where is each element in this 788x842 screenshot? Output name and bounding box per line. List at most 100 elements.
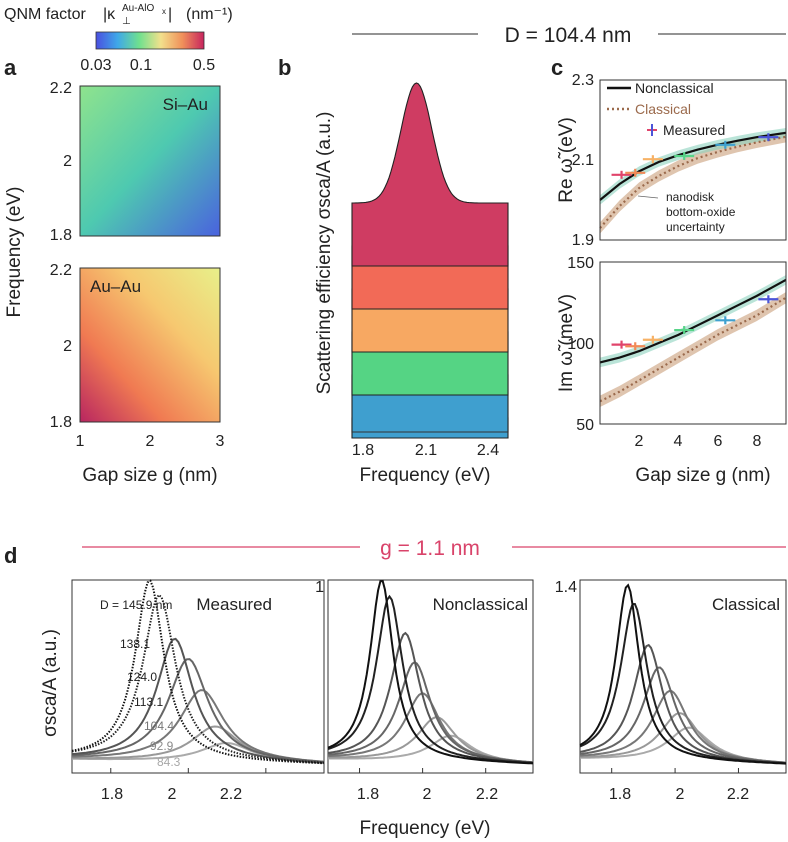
header-d-label: D = 104.4 nm bbox=[505, 24, 632, 47]
heatmap-au-au-label: Au–Au bbox=[90, 277, 141, 296]
xtick-d: 2.2 bbox=[727, 786, 749, 803]
colorbar-units: (nm⁻¹) bbox=[186, 6, 233, 23]
d-label: 84.3 bbox=[157, 755, 181, 769]
xtick-b: 2.1 bbox=[415, 442, 437, 459]
subplot-title-nonclassical: Nonclassical bbox=[433, 595, 528, 614]
xtick-a: 3 bbox=[216, 433, 225, 450]
subplot-title-measured: Measured bbox=[196, 595, 272, 614]
nonclassical-curve bbox=[599, 131, 787, 201]
ytick-c-bottom: 100 bbox=[567, 336, 594, 353]
ymax-label: 1.4 bbox=[555, 579, 577, 596]
heatmap-au-au-frame bbox=[79, 267, 221, 423]
panel-b-ylabel: Scattering efficiency σsca/A (a.u.) bbox=[314, 112, 335, 395]
colorbar-tick: 0.1 bbox=[130, 57, 152, 74]
ytick-c-bottom: 150 bbox=[567, 255, 594, 272]
spectrum-gap-label: 1.1 nm bbox=[460, 185, 500, 200]
subplot-frame bbox=[71, 579, 325, 774]
panel-a-xlabel: Gap size g (nm) bbox=[82, 465, 217, 486]
panel-c-xlabel: Gap size g (nm) bbox=[635, 465, 770, 486]
spectrum-curve bbox=[580, 726, 787, 764]
heatmap-si-au bbox=[80, 86, 220, 236]
colorbar-title: QNM factor bbox=[4, 6, 86, 23]
classical-curve bbox=[599, 135, 787, 229]
xtick-c: 2 bbox=[635, 433, 644, 450]
xtick-d: 2.2 bbox=[476, 786, 498, 803]
d-label: 124.0 bbox=[127, 670, 157, 684]
d-label: 113.1 bbox=[134, 695, 163, 709]
panel-a-ylabel: Frequency (eV) bbox=[4, 187, 25, 318]
panel-c: c Nonclassical Classical Measured nanodi… bbox=[551, 55, 787, 486]
panel-d-letter: d bbox=[4, 543, 17, 568]
heatmap-au-au bbox=[80, 268, 220, 422]
xtick-d: 2.2 bbox=[220, 786, 242, 803]
ytick-a-bottom: 1.8 bbox=[50, 414, 72, 431]
subplot-frame bbox=[579, 579, 787, 774]
ytick-a-top: 1.8 bbox=[50, 227, 72, 244]
xtick-d: 1.8 bbox=[609, 786, 631, 803]
annotation-line: nanodisk bbox=[666, 190, 715, 204]
heatmap-si-au-frame bbox=[79, 85, 221, 237]
xtick-b: 1.8 bbox=[352, 442, 374, 459]
spectrum-curve bbox=[579, 643, 787, 764]
legend-measured: Measured bbox=[663, 122, 725, 138]
xtick-c: 4 bbox=[674, 433, 683, 450]
panel-a: a QNM factor |κ Au-AlO x ⊥ | (nm⁻¹) 0.03… bbox=[4, 3, 233, 486]
colorbar-x-sub: x bbox=[162, 7, 166, 16]
ytick-a-bottom: 2.2 bbox=[50, 262, 72, 279]
ytick-a-bottom: 2 bbox=[63, 338, 72, 355]
colorbar-tick: 0.03 bbox=[80, 57, 111, 74]
d-label: 92.9 bbox=[150, 739, 174, 753]
xtick-b: 2.4 bbox=[477, 442, 499, 459]
d-label: 138.1 bbox=[120, 637, 150, 651]
spectrum-curve bbox=[327, 579, 534, 765]
g-label: g = 1.1 nm bbox=[380, 537, 480, 560]
d-label: 104.4 bbox=[144, 719, 174, 733]
ytick-a-top: 2 bbox=[63, 153, 72, 170]
xtick-c: 6 bbox=[714, 433, 723, 450]
legend-nonclassical: Nonclassical bbox=[635, 80, 714, 96]
panel-a-letter: a bbox=[4, 55, 17, 80]
heatmap-si-au-label: Si–Au bbox=[163, 95, 208, 114]
ytick-c-top: 1.9 bbox=[572, 232, 594, 249]
ytick-a-top: 2.2 bbox=[50, 80, 72, 97]
spectrum-curve bbox=[71, 658, 325, 763]
xtick-d: 2 bbox=[676, 786, 685, 803]
spectrum-curve bbox=[579, 583, 787, 765]
legend-classical: Classical bbox=[635, 101, 691, 117]
classical-curve bbox=[599, 296, 787, 403]
annotation-line: bottom-oxide bbox=[666, 205, 736, 219]
d-label: D = 145.9 nm bbox=[100, 598, 172, 612]
panel-c-ylabel-top: Re ω̃ (eV) bbox=[556, 117, 577, 203]
xtick-a: 1 bbox=[76, 433, 85, 450]
colorbar-close-bar: | bbox=[168, 6, 172, 23]
panel-b-xlabel: Frequency (eV) bbox=[360, 465, 491, 486]
colorbar bbox=[95, 31, 205, 50]
xtick-c: 8 bbox=[753, 433, 762, 450]
xtick-d: 2 bbox=[168, 786, 177, 803]
panel-b: b Scattering efficiency σsca/A (a.u.) g … bbox=[278, 55, 509, 486]
panel-c-ylabel-bottom: Im ω̃ (meV) bbox=[556, 294, 577, 392]
colorbar-kappa-sub: ⊥ bbox=[122, 16, 131, 27]
colorbar-open-bar: |κ bbox=[103, 6, 116, 23]
spectrum-curve bbox=[71, 637, 325, 764]
spectrum-curve bbox=[71, 593, 325, 764]
panel-c-top-frame bbox=[599, 79, 787, 241]
xtick-d: 2 bbox=[423, 786, 432, 803]
uncertainty-band bbox=[600, 131, 786, 234]
annotation-line: uncertainty bbox=[666, 220, 725, 234]
xtick-d: 1.8 bbox=[357, 786, 379, 803]
colorbar-tick: 0.5 bbox=[193, 57, 215, 74]
panel-b-letter: b bbox=[278, 55, 291, 80]
spectrum-curve bbox=[327, 631, 534, 764]
spectrum-curve bbox=[327, 594, 534, 764]
ytick-c-top: 2.3 bbox=[572, 72, 594, 89]
spectrum-curve bbox=[71, 579, 325, 765]
spectrum-layer bbox=[351, 82, 509, 267]
panel-c-letter: c bbox=[551, 55, 563, 80]
ytick-c-bottom: 50 bbox=[576, 417, 594, 434]
subplot-title-classical: Classical bbox=[712, 595, 780, 614]
subplot-frame bbox=[327, 579, 534, 774]
ytick-c-top: 2.1 bbox=[572, 152, 594, 169]
annotation-leader bbox=[637, 195, 659, 199]
